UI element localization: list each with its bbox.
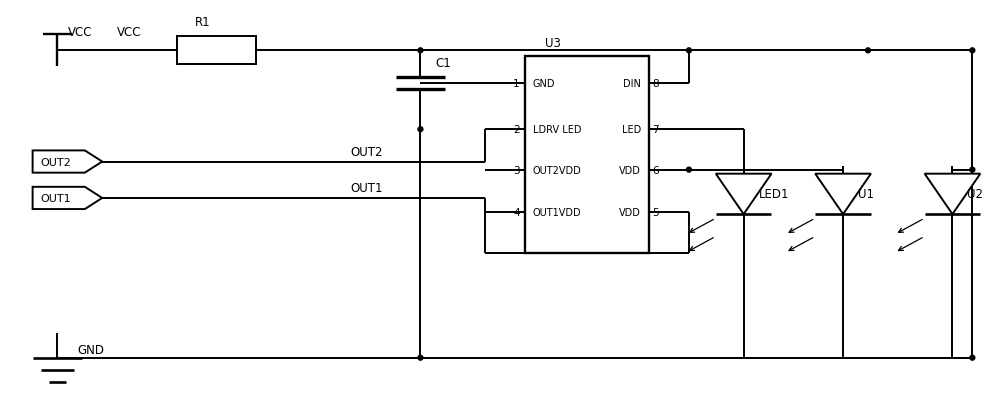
Text: GND: GND <box>77 343 104 356</box>
Text: OUT1VDD: OUT1VDD <box>533 208 581 218</box>
Circle shape <box>865 49 870 54</box>
Text: 6: 6 <box>652 165 659 175</box>
Text: OUT1: OUT1 <box>351 182 383 195</box>
Polygon shape <box>33 151 102 173</box>
Text: VDD: VDD <box>619 208 641 218</box>
Text: VCC: VCC <box>117 26 142 39</box>
Circle shape <box>970 49 975 54</box>
Circle shape <box>686 49 691 54</box>
Text: U2: U2 <box>967 188 983 201</box>
Text: LED: LED <box>622 125 641 135</box>
Bar <box>525 57 649 253</box>
Text: R1: R1 <box>195 16 210 29</box>
Text: VCC: VCC <box>67 26 92 39</box>
Circle shape <box>418 128 423 132</box>
Bar <box>177 37 256 65</box>
Text: OUT2VDD: OUT2VDD <box>533 165 582 175</box>
Text: 8: 8 <box>652 79 659 88</box>
Circle shape <box>418 49 423 54</box>
Text: GND: GND <box>533 79 555 88</box>
Circle shape <box>970 168 975 173</box>
Polygon shape <box>716 174 771 215</box>
Text: LDRV LED: LDRV LED <box>533 125 581 135</box>
Circle shape <box>686 168 691 173</box>
Text: VDD: VDD <box>619 165 641 175</box>
Polygon shape <box>33 187 102 209</box>
Text: U3: U3 <box>545 37 561 49</box>
Text: OUT2: OUT2 <box>351 146 383 159</box>
Text: OUT1: OUT1 <box>41 193 71 203</box>
Text: 1: 1 <box>513 79 520 88</box>
Text: 5: 5 <box>652 208 659 218</box>
Circle shape <box>418 355 423 360</box>
Text: LED1: LED1 <box>759 188 789 201</box>
Text: DIN: DIN <box>623 79 641 88</box>
Text: 3: 3 <box>513 165 520 175</box>
Text: 4: 4 <box>513 208 520 218</box>
Circle shape <box>970 355 975 360</box>
Text: 7: 7 <box>652 125 659 135</box>
Polygon shape <box>925 174 980 215</box>
Polygon shape <box>815 174 871 215</box>
Text: U1: U1 <box>858 188 874 201</box>
Text: C1: C1 <box>435 57 451 70</box>
Text: 2: 2 <box>513 125 520 135</box>
Text: OUT2: OUT2 <box>41 157 71 167</box>
